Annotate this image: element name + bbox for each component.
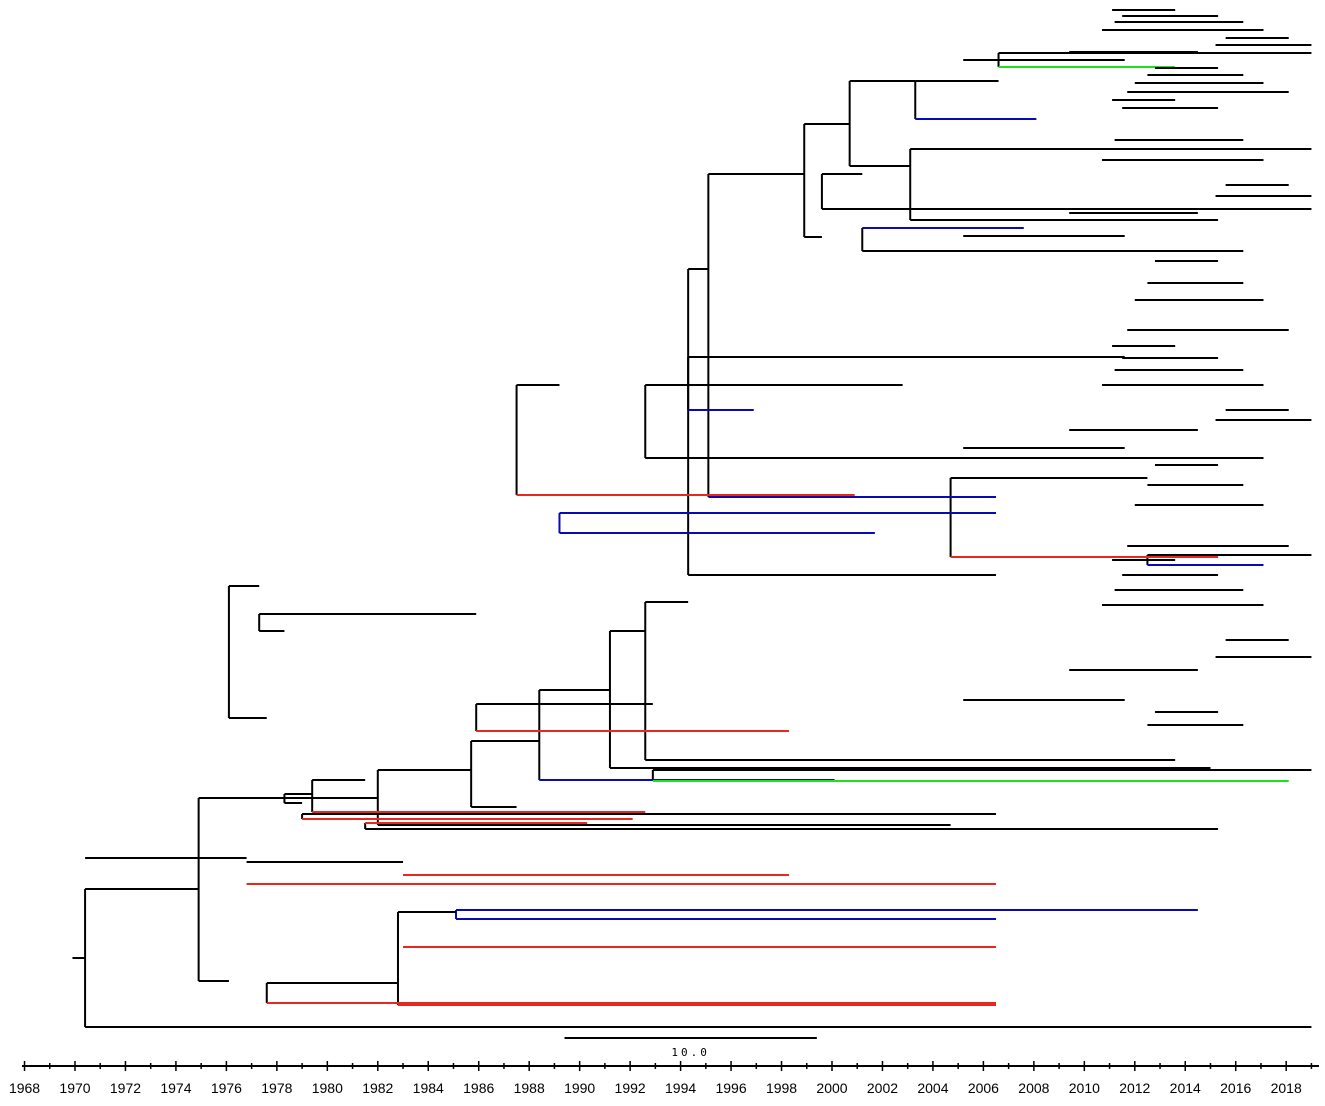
x-tick-label: 1990: [564, 1080, 595, 1096]
x-tick-label: 1968: [9, 1080, 40, 1096]
x-tick-label: 1992: [615, 1080, 646, 1096]
scale-bar-label: 10.0: [671, 1046, 710, 1059]
x-tick-label: 2018: [1271, 1080, 1302, 1096]
x-tick-label: 1986: [463, 1080, 494, 1096]
scale-bar: 10.0: [564, 1037, 817, 1059]
x-tick-label: 1972: [110, 1080, 141, 1096]
x-tick-label: 2004: [917, 1080, 948, 1096]
time-axis: 1968 1970 1972 1974 1976 1978 1980 1982 1984 1986…: [9, 1061, 1319, 1096]
x-tick-label: 1994: [665, 1080, 696, 1096]
x-tick-label: 2000: [816, 1080, 847, 1096]
x-tick-label: 1974: [160, 1080, 191, 1096]
x-tick-label: 2012: [1119, 1080, 1150, 1096]
x-tick-label: 2002: [867, 1080, 898, 1096]
x-tick-label: 1996: [715, 1080, 746, 1096]
tree-branches: [72, 9, 1312, 1028]
x-tick-label: 1978: [261, 1080, 292, 1096]
x-tick-label: 1970: [59, 1080, 90, 1096]
x-tick-label: 2014: [1170, 1080, 1201, 1096]
x-tick-label: 2006: [968, 1080, 999, 1096]
x-tick-label: 1984: [413, 1080, 444, 1096]
x-tick-label: 1976: [211, 1080, 242, 1096]
x-tick-label: 1982: [362, 1080, 393, 1096]
x-tick-label: 2010: [1069, 1080, 1100, 1096]
x-tick-label: 1988: [514, 1080, 545, 1096]
x-tick-label: 1998: [766, 1080, 797, 1096]
x-tick-label: 2008: [1018, 1080, 1049, 1096]
x-tick-label: 2016: [1220, 1080, 1251, 1096]
x-tick-label: 1980: [312, 1080, 343, 1096]
